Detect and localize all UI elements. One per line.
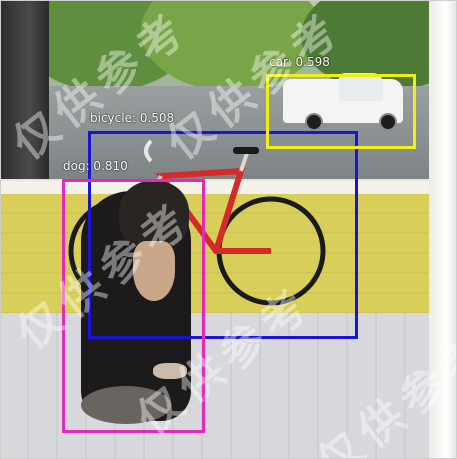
dog-head (119, 181, 189, 249)
truck-cab (339, 73, 383, 101)
bicycle-detection-label: bicycle: 0.508 (90, 111, 175, 125)
dog-bounding-box (62, 179, 205, 433)
car-bounding-box (266, 74, 416, 149)
bicycle-bounding-box (88, 131, 358, 339)
bicycle-handlebar (144, 139, 153, 163)
dog-tail (81, 386, 171, 424)
dog-detection-label: dog: 0.810 (63, 159, 128, 173)
bicycle-seatpost (239, 152, 249, 172)
porch-pillar-right (429, 1, 456, 458)
bicycle-seat (233, 147, 259, 154)
truck-wheel-rear (305, 113, 323, 131)
dog-chest (133, 241, 175, 301)
car-detection-label: car: 0.598 (269, 55, 330, 69)
truck-wheel-front (379, 113, 397, 131)
porch-pillar-left (1, 1, 49, 193)
dog-paw (153, 363, 187, 379)
